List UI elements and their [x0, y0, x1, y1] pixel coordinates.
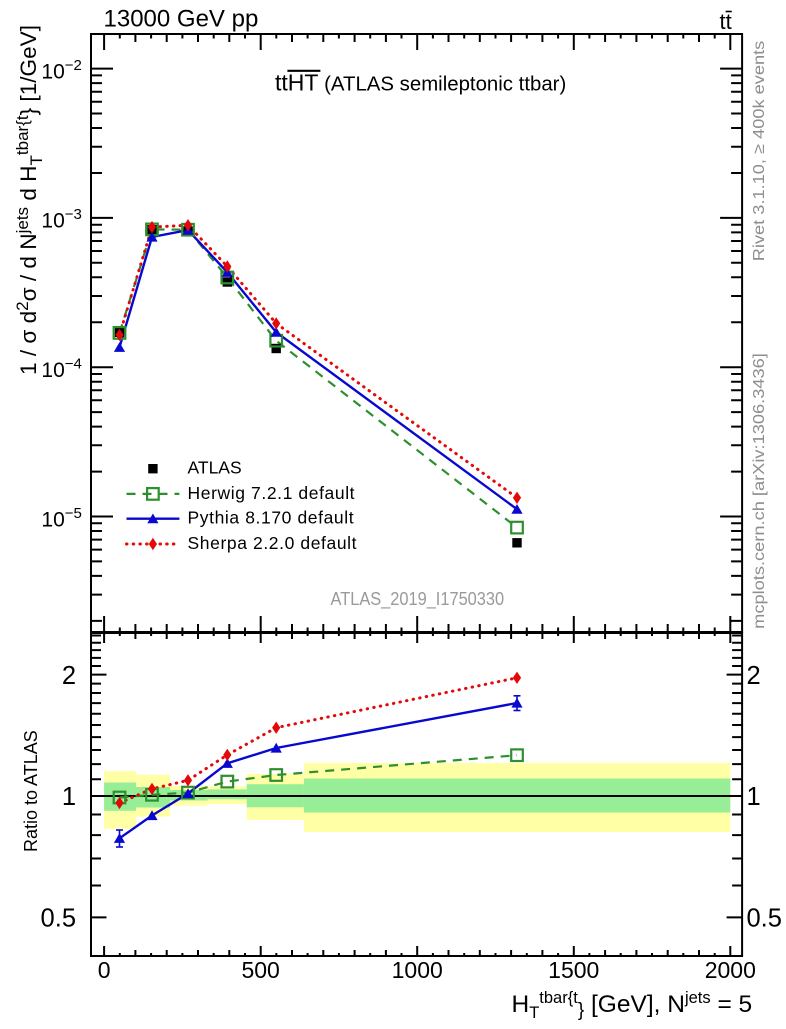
svg-text:ttHT (ATLAS semileptonic ttbar: ttHT (ATLAS semileptonic ttbar)	[275, 70, 566, 96]
svg-text:mcplots.cern.ch [arXiv:1306.34: mcplots.cern.ch [arXiv:1306.3436]	[751, 353, 768, 629]
svg-text:2: 2	[747, 662, 761, 690]
svg-text:2: 2	[62, 662, 76, 690]
svg-text:0.5: 0.5	[41, 905, 76, 933]
svg-text:1500: 1500	[548, 957, 599, 983]
svg-text:2000: 2000	[705, 957, 756, 983]
svg-text:500: 500	[241, 957, 279, 983]
svg-text:Pythia 8.170 default: Pythia 8.170 default	[188, 508, 355, 528]
svg-text:ATLAS_2019_I1750330: ATLAS_2019_I1750330	[331, 589, 505, 610]
svg-text:1: 1	[62, 783, 76, 811]
svg-text:Herwig 7.2.1 default: Herwig 7.2.1 default	[188, 483, 356, 503]
svg-text:1000: 1000	[392, 957, 443, 983]
svg-text:13000 GeV pp: 13000 GeV pp	[104, 6, 259, 33]
svg-text:0.5: 0.5	[747, 905, 782, 933]
svg-text:1: 1	[747, 783, 761, 811]
svg-text:Sherpa 2.2.0 default: Sherpa 2.2.0 default	[188, 533, 358, 553]
svg-text:Rivet 3.1.10, ≥ 400k events: Rivet 3.1.10, ≥ 400k events	[751, 41, 768, 262]
svg-text:0: 0	[98, 957, 111, 983]
svg-text:1 / σ d2σ / d Njets d HTtbar{: 1 / σ d2σ / d Njets d HTtbar{t} [1/GeV]	[13, 25, 46, 375]
svg-text:ATLAS: ATLAS	[188, 458, 242, 478]
svg-text:Ratio to ATLAS: Ratio to ATLAS	[21, 730, 41, 852]
svg-text:tt: tt	[720, 9, 732, 34]
